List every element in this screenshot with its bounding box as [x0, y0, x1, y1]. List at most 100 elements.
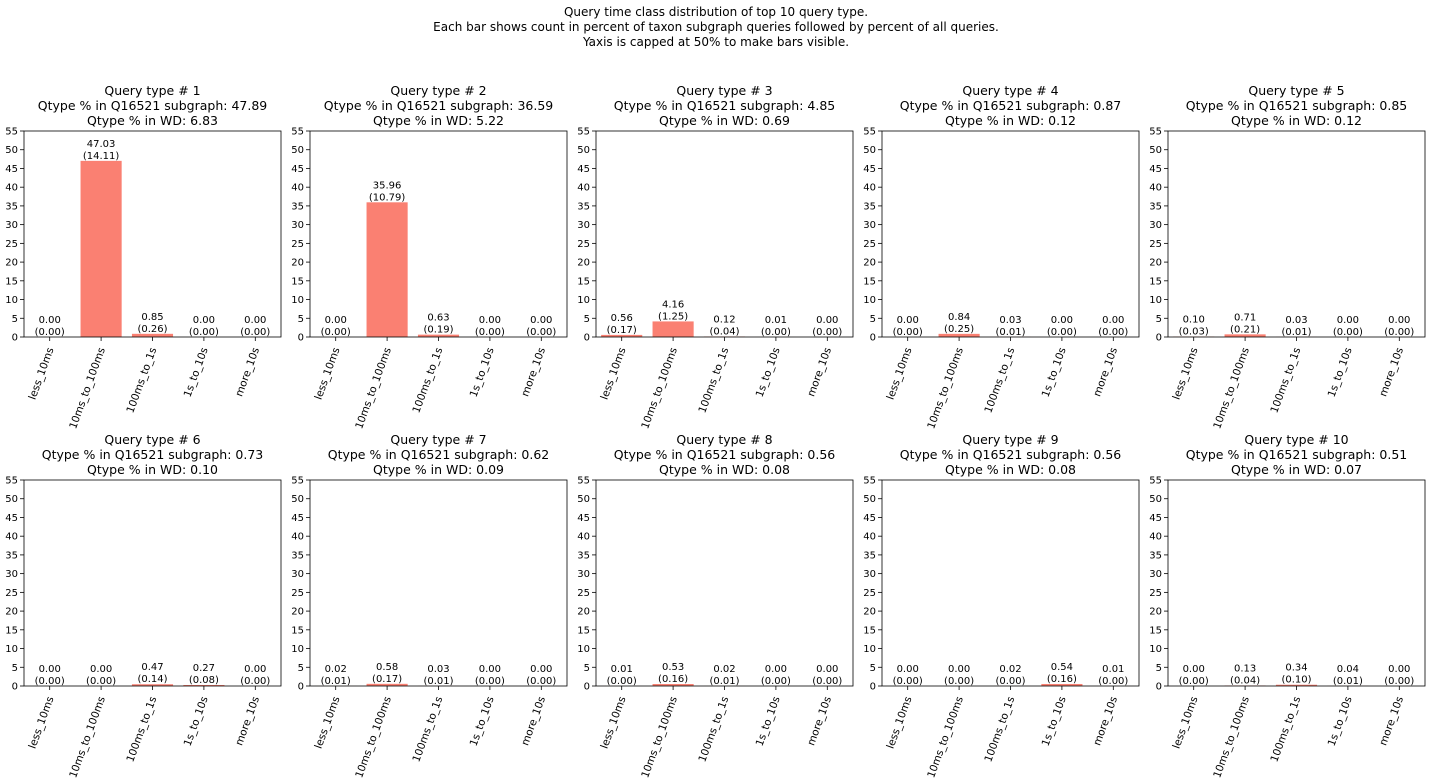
bar-label-value: 0.03 — [1285, 315, 1307, 326]
bar-100ms_to_1s — [131, 333, 174, 337]
subplot-title-line-2: Qtype % in Q16521 subgraph: 0.56 — [900, 447, 1122, 462]
subplot-title-line-2: Qtype % in Q16521 subgraph: 0.73 — [42, 447, 264, 462]
y-tick-label: 10 — [291, 295, 304, 306]
figure-title-line-3: Yaxis is capped at 50% to make bars visi… — [582, 35, 850, 49]
y-tick-label: 45 — [863, 513, 876, 524]
bar-10ms_to_100ms — [1224, 334, 1266, 337]
bar-label-overall: (0.04) — [1230, 676, 1260, 687]
plot-frame — [595, 130, 854, 338]
bar-label-overall: (0.00) — [761, 676, 791, 687]
bar-label-overall: (0.00) — [35, 327, 65, 338]
y-tick-label: 25 — [863, 588, 876, 599]
subplot-title-line-1: Query type # 3 — [676, 83, 772, 98]
y-tick-label: 0 — [12, 333, 18, 344]
y-tick-label: 35 — [291, 201, 304, 212]
x-tick-label: more_10s — [233, 695, 262, 747]
y-tick-label: 15 — [5, 625, 18, 636]
subplot-title-line-3: Qtype % in WD: 6.83 — [87, 113, 218, 128]
y-tick-label: 30 — [577, 220, 590, 231]
y-tick-label: 50 — [577, 145, 590, 156]
y-tick-label: 0 — [298, 333, 304, 344]
y-tick-label: 10 — [1149, 644, 1162, 655]
bar-label-overall: (0.00) — [321, 327, 351, 338]
bar-label-value: 0.00 — [39, 664, 61, 675]
bar-label-value: 0.85 — [141, 312, 163, 323]
subplot-title-line-2: Qtype % in Q16521 subgraph: 36.59 — [324, 98, 554, 113]
y-tick-label: 35 — [1149, 201, 1162, 212]
x-tick-label: 10ms_to_100ms — [925, 346, 966, 431]
x-tick-label: more_10s — [805, 695, 834, 747]
x-tick-label: more_10s — [519, 695, 548, 747]
bar-label-overall: (0.01) — [321, 676, 351, 687]
x-tick-label: 100ms_to_1s — [1268, 346, 1303, 415]
bar-label-value: 0.53 — [662, 662, 684, 673]
y-tick-label: 50 — [291, 145, 304, 156]
bar-label-overall: (0.21) — [1230, 324, 1260, 335]
y-tick-label: 15 — [577, 276, 590, 287]
bar-label-value: 0.00 — [244, 315, 266, 326]
bar-label-value: 0.12 — [713, 315, 735, 326]
y-tick-label: 0 — [584, 682, 590, 693]
y-tick-label: 55 — [577, 476, 590, 487]
y-tick-label: 30 — [1149, 569, 1162, 580]
bar-label-overall: (0.00) — [1098, 327, 1128, 338]
y-tick-label: 50 — [577, 494, 590, 505]
x-tick-label: 10ms_to_100ms — [67, 695, 108, 779]
bar-label-value: 0.00 — [948, 664, 970, 675]
bar-label-value: 0.01 — [1102, 664, 1124, 675]
bar-label-value: 0.00 — [897, 315, 919, 326]
bar-label-value: 0.02 — [713, 664, 735, 675]
plot-frame — [309, 479, 568, 687]
bar-label-value: 0.00 — [816, 315, 838, 326]
bar-label-overall: (0.03) — [1179, 327, 1209, 338]
y-tick-label: 0 — [1156, 333, 1162, 344]
subplot-title-line-3: Qtype % in WD: 0.08 — [945, 462, 1076, 477]
y-tick-label: 30 — [5, 220, 18, 231]
bar-label-overall: (0.17) — [607, 325, 637, 336]
bar-label-overall: (0.01) — [709, 676, 739, 687]
y-tick-label: 0 — [870, 333, 876, 344]
bar-label-overall: (0.00) — [995, 676, 1025, 687]
bar-label-value: 0.00 — [1102, 315, 1124, 326]
x-tick-label: 100ms_to_1s — [1268, 695, 1303, 764]
bar-label-value: 0.27 — [193, 663, 215, 674]
x-tick-label: 100ms_to_1s — [982, 346, 1017, 415]
y-tick-label: 35 — [5, 201, 18, 212]
subplot-title-line-2: Qtype % in Q16521 subgraph: 0.87 — [900, 98, 1122, 113]
bar-label-value: 0.00 — [1051, 315, 1073, 326]
y-tick-label: 30 — [577, 569, 590, 580]
bar-label-value: 0.00 — [1388, 315, 1410, 326]
bar-label-overall: (0.00) — [607, 676, 637, 687]
y-tick-label: 5 — [1156, 314, 1162, 325]
bar-label-value: 0.00 — [39, 315, 61, 326]
y-tick-label: 40 — [1149, 183, 1162, 194]
bar-label-value: 0.10 — [1183, 315, 1205, 326]
plot-frame — [23, 479, 282, 687]
bar-label-overall: (0.16) — [658, 674, 688, 685]
y-tick-label: 0 — [298, 682, 304, 693]
y-tick-label: 5 — [584, 314, 590, 325]
x-tick-label: more_10s — [1091, 695, 1120, 747]
y-tick-label: 30 — [291, 569, 304, 580]
x-tick-label: 10ms_to_100ms — [353, 346, 394, 431]
y-tick-label: 30 — [5, 569, 18, 580]
y-tick-label: 35 — [863, 550, 876, 561]
y-tick-label: 20 — [291, 607, 304, 618]
y-tick-label: 40 — [863, 532, 876, 543]
y-tick-label: 15 — [863, 276, 876, 287]
subplot-title-line-1: Query type # 4 — [962, 83, 1058, 98]
x-tick-label: 1s_to_10s — [468, 346, 497, 399]
bar-label-value: 0.34 — [1285, 663, 1307, 674]
y-tick-label: 5 — [12, 663, 18, 674]
bar-100ms_to_1s — [417, 334, 460, 337]
bar-label-overall: (0.00) — [893, 327, 923, 338]
bar-10ms_to_100ms — [938, 333, 980, 337]
y-tick-label: 20 — [1149, 607, 1162, 618]
subplot-title-line-1: Query type # 5 — [1248, 83, 1344, 98]
y-tick-label: 0 — [12, 682, 18, 693]
plot-frame — [881, 130, 1140, 338]
subplot-title-line-3: Qtype % in WD: 5.22 — [373, 113, 504, 128]
